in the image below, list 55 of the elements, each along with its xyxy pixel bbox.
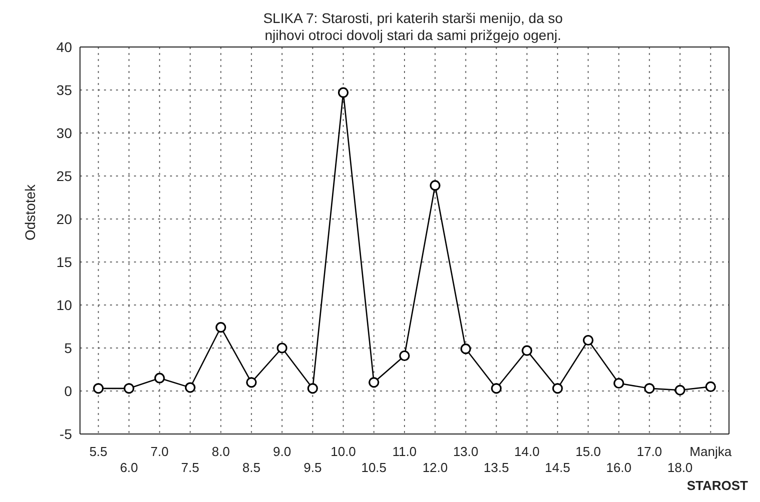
point [705,381,716,392]
x-tick-label: 10.5 [361,460,387,475]
y-tick-label: 10 [56,296,72,313]
x-tick-label: 10.0 [330,444,356,459]
x-tick-label: 14.0 [514,444,540,459]
x-tick-label: 7.5 [181,460,200,475]
point [368,377,380,388]
y-tick-label: 0 [64,382,72,399]
y-axis-title: Odstotek [22,183,38,240]
y-tick-label: 20 [56,210,72,227]
y-tick-label: -5 [60,426,72,442]
point [338,87,349,98]
chart-title: SLIKA 7: Starosti, pri katerih starši menijo, da so njihovi otroci dovolj stari da sami prižgejo ogenj. [263,10,564,43]
x-tick-label: 13.0 [453,444,478,459]
point [491,383,502,394]
x-tick-label: 15.0 [576,444,601,459]
x-tick-label: 11.0 [392,444,417,459]
y-tick-label: 5 [64,340,72,356]
point [613,378,624,389]
point [582,334,594,346]
point [246,377,257,388]
x-tick-label: 12.0 [422,460,448,475]
y-tick-label: 25 [56,168,72,184]
point [184,382,196,393]
point [522,345,532,356]
x-axis-title: STAROST [686,478,748,493]
point [307,383,318,394]
point [216,322,226,333]
point [460,344,472,354]
y-tick-label: 40 [56,38,72,55]
x-tick-label: 9.5 [304,460,322,475]
x-tick-label: 7.0 [150,444,169,459]
point [644,383,655,394]
x-tick-label: 9.0 [273,444,292,459]
point [430,180,440,191]
x-tick-label: 13.5 [484,460,509,475]
x-tick-label: 16.0 [606,460,632,475]
x-tick-label: 8.5 [242,460,260,475]
point [154,372,165,384]
point [124,383,134,394]
point [399,350,410,362]
x-tick-label: 14.5 [544,460,570,475]
point [552,383,563,394]
y-tick-label: 30 [56,124,72,141]
x-tick-label: 8.0 [212,444,230,459]
x-tick-label: 18.0 [667,460,693,475]
y-tick-label: 15 [56,254,72,270]
point [276,342,288,354]
point [93,383,104,394]
point [674,384,686,396]
x-tick-label: 17.0 [636,444,662,459]
x-tick-label: 6.0 [120,460,138,475]
x-tick-label: Manjka [690,444,732,459]
x-tick-label: 5.5 [89,444,108,459]
y-tick-label: 35 [56,82,72,98]
